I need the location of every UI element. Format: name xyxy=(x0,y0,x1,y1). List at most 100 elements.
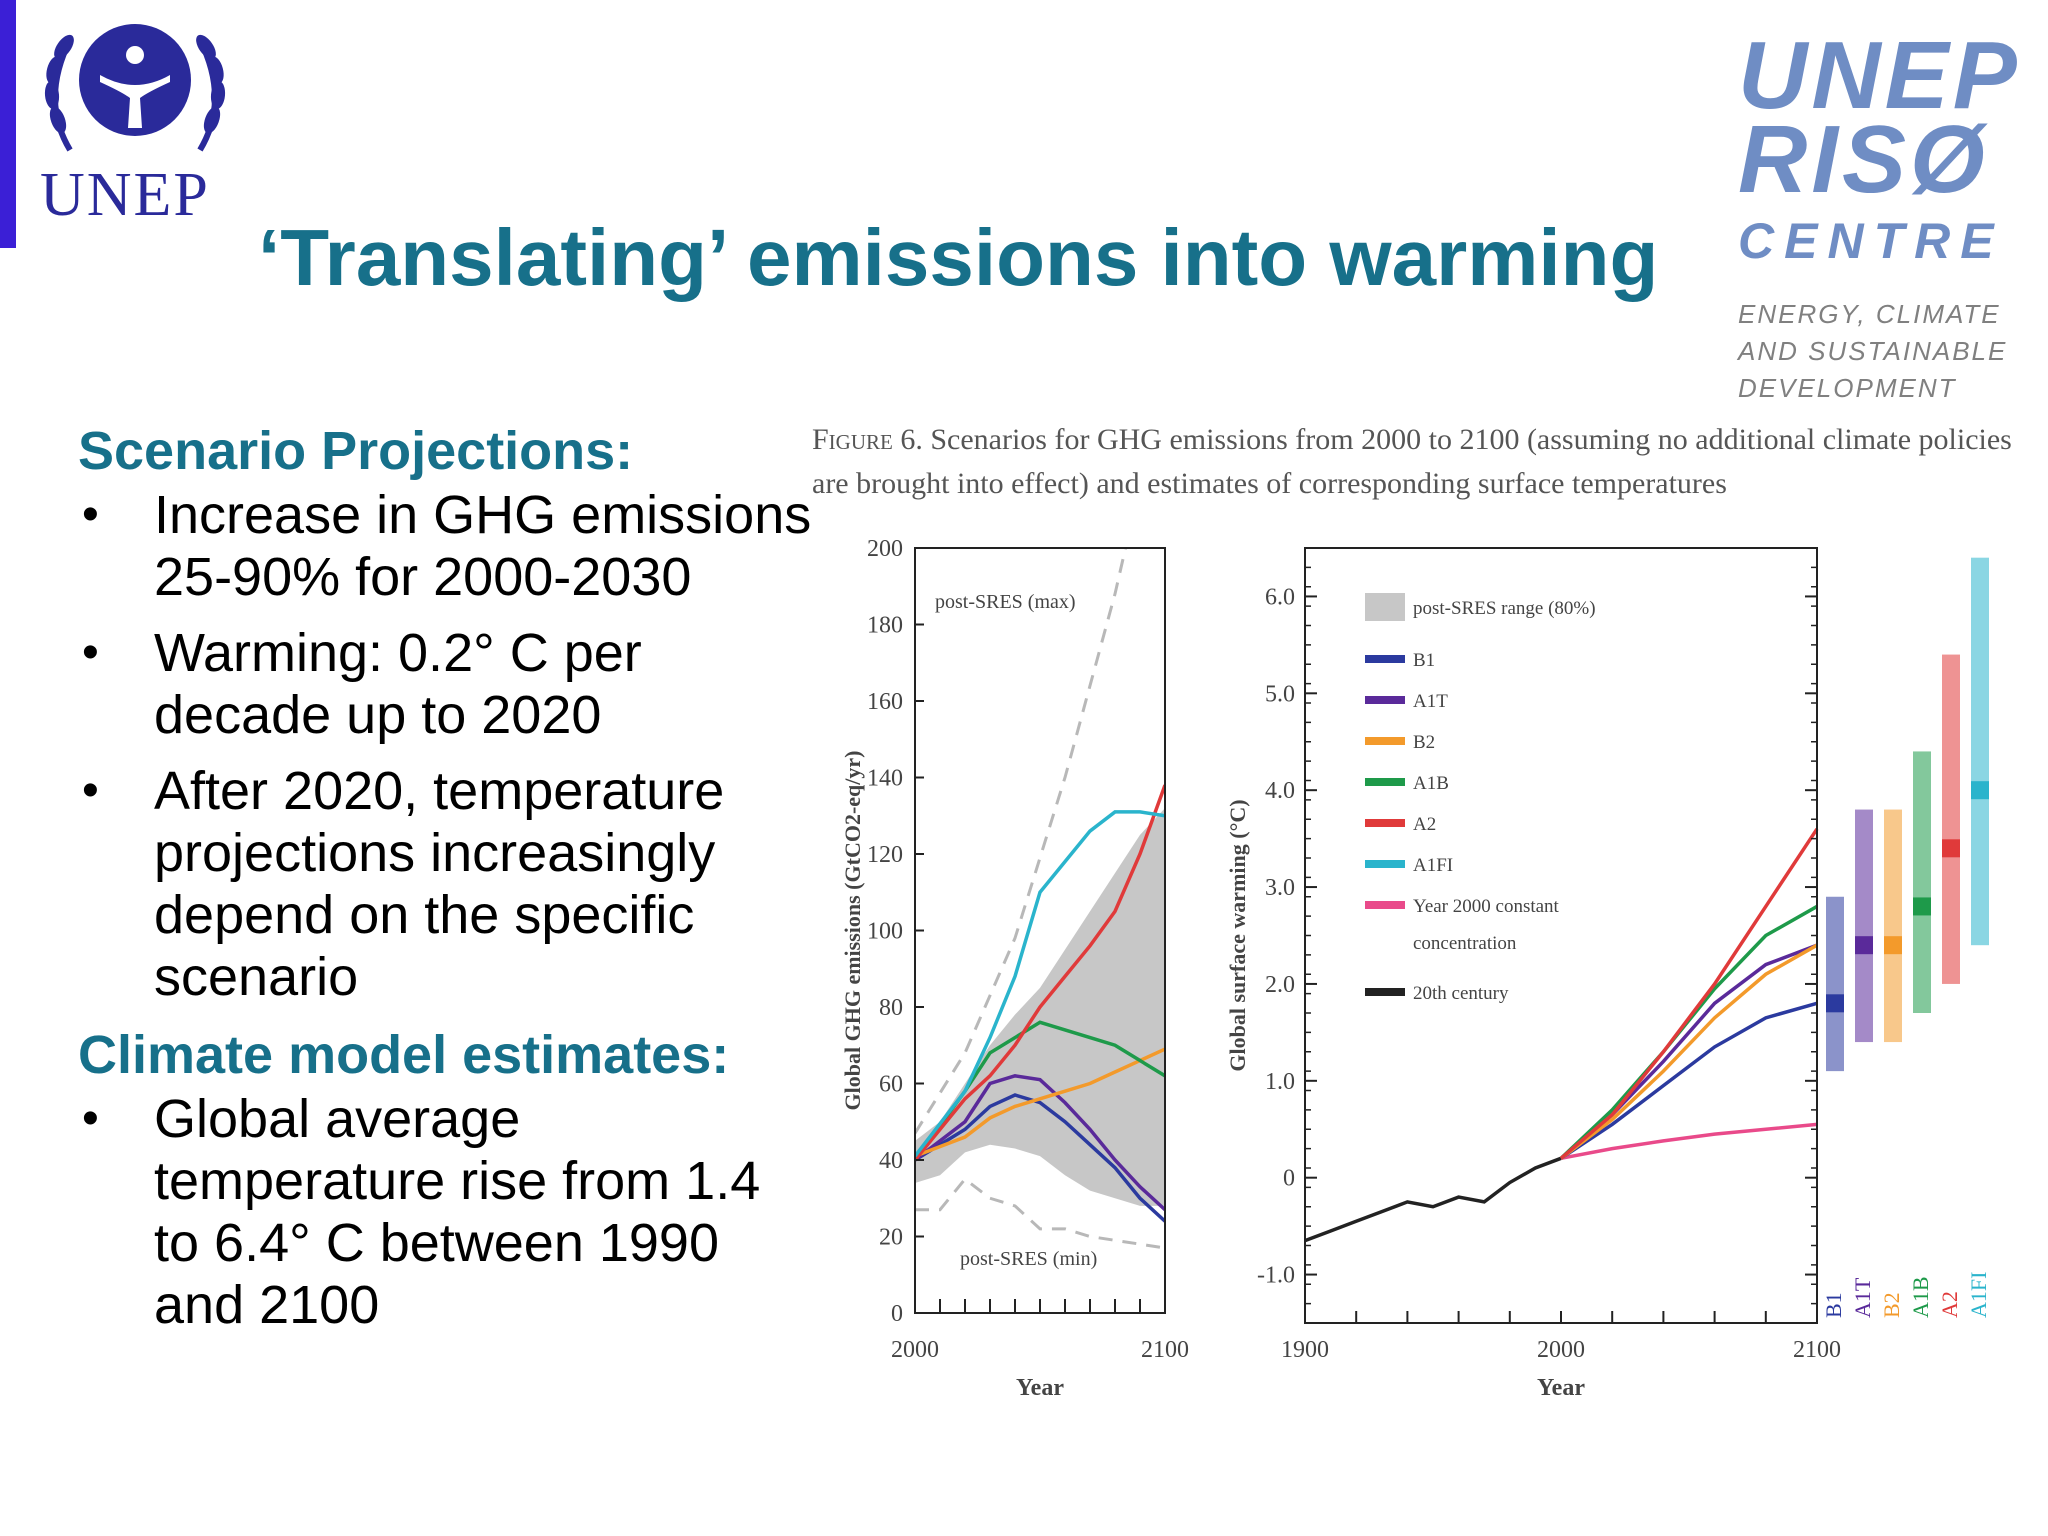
chart2-legend-label: A2 xyxy=(1413,814,1436,835)
chart2-y-tick-label: 1.0 xyxy=(1265,1069,1295,1095)
chart2-series-20th-century xyxy=(1304,1156,1562,1243)
chart2-legend-label: Year 2000 constant xyxy=(1413,896,1560,917)
chart2-range-bar-a2 xyxy=(1942,654,1960,984)
chart2-x-tick-label: 2100 xyxy=(1793,1337,1841,1363)
chart2-range-bar-b1 xyxy=(1826,896,1844,1072)
bullet-dot: • xyxy=(82,626,99,679)
chart1-y-tick-label: 140 xyxy=(867,766,903,792)
chart2-range-label: A1T xyxy=(1850,1277,1875,1318)
chart2-range-bar-a1b xyxy=(1913,751,1931,1013)
chart2-legend-label: 20th century xyxy=(1413,983,1509,1004)
figure-caption-text: Scenarios for GHG emissions from 2000 to… xyxy=(812,423,2012,500)
chart1-y-tick-label: 120 xyxy=(867,842,903,868)
riso-logo-line3: CENTRE xyxy=(1738,213,2004,269)
chart2-series-a2 xyxy=(1559,827,1819,1160)
chart2-y-tick-label: 5.0 xyxy=(1265,681,1295,707)
chart2-y-tick-label: 2.0 xyxy=(1265,972,1295,998)
chart2-y-tick-label: 4.0 xyxy=(1265,778,1295,804)
bullet-text: Increase in GHG emissions 25-90% for 200… xyxy=(154,485,812,607)
chart2-y-tick-label: 6.0 xyxy=(1265,584,1295,610)
chart1-series-b2 xyxy=(915,1047,1165,1158)
chart1-y-tick-label: 200 xyxy=(867,536,903,562)
bullet-dot: • xyxy=(82,1092,99,1145)
chart2-legend-label: B1 xyxy=(1413,650,1435,671)
bullet-text: After 2020, temperature projections incr… xyxy=(154,761,725,1007)
chart2-legend-label: concentration xyxy=(1413,933,1517,954)
chart1-series-b1 xyxy=(915,1093,1165,1223)
chart2-range-best-a1b xyxy=(1913,897,1931,916)
bullet-column: Scenario Projections: • Increase in GHG e… xyxy=(78,418,818,1350)
bullet-text: Global average temperature rise from 1.4… xyxy=(154,1089,761,1335)
chart2-range-label: A1FI xyxy=(1966,1272,1991,1318)
section-heading-scenario: Scenario Projections: xyxy=(78,421,634,481)
chart1-y-tick-label: 40 xyxy=(879,1148,903,1174)
chart2-y-tick-label: 0 xyxy=(1283,1166,1295,1192)
riso-logo: UNEP RISØ CENTRE ENERGY, CLIMATE AND SUS… xyxy=(1738,22,2038,407)
chart2-range-best-a1fi xyxy=(1971,781,1989,800)
chart2-range-label: B1 xyxy=(1821,1292,1846,1318)
chart1-y-tick-label: 20 xyxy=(879,1225,903,1251)
chart2-legend-swatch xyxy=(1365,655,1405,663)
chart1-x-axis-label: Year xyxy=(1016,1375,1064,1401)
chart2-legend-swatch xyxy=(1365,819,1405,827)
bullet-dot: • xyxy=(82,488,99,541)
chart2-range-label: B2 xyxy=(1879,1292,1904,1318)
bullet-item: • Global average temperature rise from 1.… xyxy=(78,1088,818,1336)
chart2-x-axis-label: Year xyxy=(1537,1375,1585,1401)
chart2-legend-label: post-SRES range (80%) xyxy=(1413,598,1596,619)
chart2-series-b1 xyxy=(1560,1001,1818,1160)
bullet-item: • Warming: 0.2° C per decade up to 2020 xyxy=(78,622,818,746)
riso-logo-line1: UNEP xyxy=(1738,22,2021,129)
chart2-y-tick-label: -1.0 xyxy=(1257,1263,1295,1289)
chart1-dashed-line-0 xyxy=(915,548,1128,1135)
chart2-legend-swatch xyxy=(1365,988,1405,996)
figure-caption: Figure 6. Scenarios for GHG emissions fr… xyxy=(812,418,2012,506)
chart2-range-bar-a1t xyxy=(1855,809,1873,1043)
riso-logo-line2: RISØ xyxy=(1738,106,1989,213)
figure-label: Figure 6. xyxy=(812,423,923,456)
chart2-x-tick-label: 1900 xyxy=(1281,1337,1329,1363)
chart2-series-year-2000-constant-concentration xyxy=(1560,1122,1818,1161)
chart2-range-bar-a1fi xyxy=(1971,557,1989,946)
chart1-y-tick-label: 100 xyxy=(867,919,903,945)
chart2-legend-label: A1FI xyxy=(1413,855,1453,876)
chart2-range-best-b2 xyxy=(1884,936,1902,955)
chart2-legend-swatch xyxy=(1365,778,1405,786)
chart2-legend-label: A1T xyxy=(1413,691,1448,712)
chart2-range-best-a1t xyxy=(1855,936,1873,955)
chart2-range-best-b1 xyxy=(1826,994,1844,1013)
chart1-annotation-max: post-SRES (max) xyxy=(935,591,1076,613)
chart2-legend-swatch xyxy=(1365,860,1405,868)
chart1-y-tick-label: 180 xyxy=(867,613,903,639)
accent-bar xyxy=(0,0,16,248)
riso-logo-sub1: ENERGY, CLIMATE xyxy=(1738,299,2001,329)
chart2-legend-swatch xyxy=(1365,696,1405,704)
bullet-item: • Increase in GHG emissions 25-90% for 20… xyxy=(78,484,818,608)
chart2-x-tick-label: 2000 xyxy=(1537,1337,1585,1363)
chart1-y-tick-label: 160 xyxy=(867,689,903,715)
chart1-y-tick-label: 0 xyxy=(891,1301,903,1327)
chart2-range-label: A2 xyxy=(1937,1291,1962,1318)
chart2-legend-swatch xyxy=(1365,737,1405,745)
chart2-range-best-a2 xyxy=(1942,839,1960,858)
chart2-range-label: A1B xyxy=(1908,1276,1933,1318)
chart1-series-a1fi xyxy=(915,810,1165,1158)
riso-logo-sub3: DEVELOPMENT xyxy=(1738,373,1957,403)
chart2-y-axis-label: Global surface warming (°C) xyxy=(1225,799,1250,1071)
bullet-text: Warming: 0.2° C per decade up to 2020 xyxy=(154,623,642,745)
chart1-annotation-min: post-SRES (min) xyxy=(960,1248,1097,1270)
chart2-y-tick-label: 3.0 xyxy=(1265,875,1295,901)
bullet-item: • After 2020, temperature projections inc… xyxy=(78,760,818,1008)
section-heading-climate: Climate model estimates: xyxy=(78,1025,730,1085)
chart2-legend-label: B2 xyxy=(1413,732,1435,753)
chart2-range-bar-b2 xyxy=(1884,809,1902,1043)
chart1-y-tick-label: 60 xyxy=(879,1072,903,1098)
riso-logo-sub2: AND SUSTAINABLE xyxy=(1738,336,2008,366)
chart1-series-a2 xyxy=(915,784,1165,1162)
unep-emblem-icon xyxy=(44,24,226,152)
chart2-legend-swatch xyxy=(1365,593,1405,621)
chart1-y-axis-label: Global GHG emissions (GtCO2-eq/yr) xyxy=(840,751,865,1111)
chart1-series-a1b xyxy=(915,1020,1165,1162)
chart1-series-a1t xyxy=(915,1074,1165,1212)
